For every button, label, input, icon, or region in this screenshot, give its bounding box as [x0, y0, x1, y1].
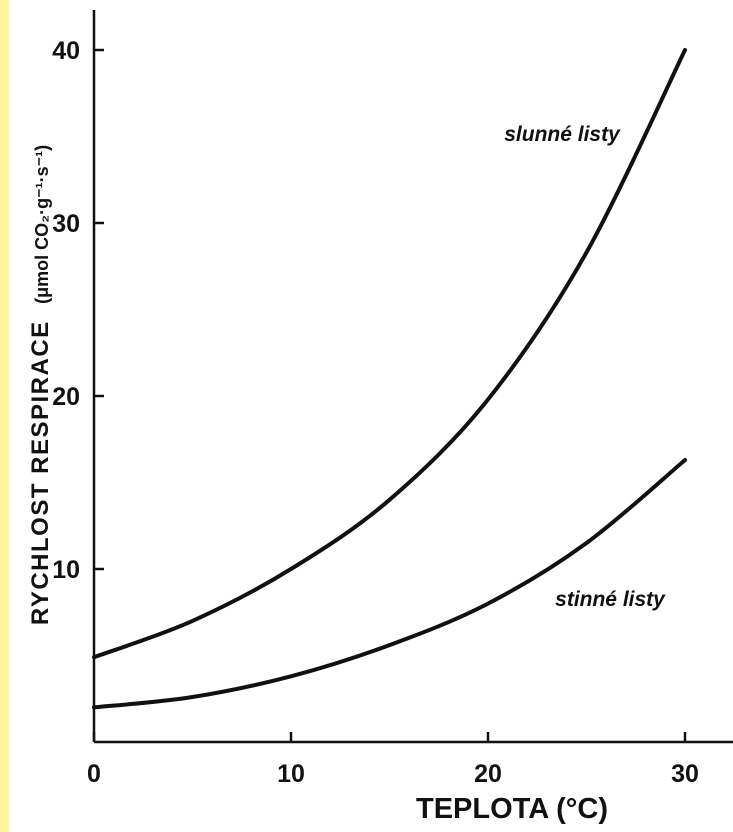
y-axis-title: RYCHLOST RESPIRACE (μmol CO₂·g⁻¹·s⁻¹)	[27, 145, 54, 625]
y-tick-label: 30	[52, 210, 80, 238]
x-tick-label: 0	[87, 760, 101, 788]
y-axis-title-main: RYCHLOST RESPIRACE	[27, 320, 54, 625]
x-axis-ticks: 0 10 20 30	[87, 732, 699, 788]
y-tick-label: 10	[52, 556, 80, 584]
x-tick-label: 30	[671, 760, 699, 788]
series-label-sun-leaves: slunné listy	[504, 123, 621, 146]
y-tick-label: 20	[52, 383, 80, 411]
x-tick-label: 20	[474, 760, 502, 788]
y-axis-ticks: 10 20 30 40	[52, 37, 104, 584]
y-axis-title-group: RYCHLOST RESPIRACE (μmol CO₂·g⁻¹·s⁻¹)	[27, 145, 54, 625]
series-lines	[92, 48, 687, 710]
series-label-shade-leaves: stinné listy	[555, 588, 666, 611]
series-labels: slunné listy stinné listy	[504, 123, 666, 611]
series-line-sun-leaves	[92, 48, 687, 660]
x-axis-title: TEPLOTA (°C)	[416, 793, 608, 825]
x-tick-label: 10	[277, 760, 305, 788]
series-line-shade-leaves	[92, 458, 687, 710]
y-tick-label: 40	[52, 37, 80, 65]
left-highlight-strip	[0, 0, 9, 832]
axes	[92, 10, 733, 744]
y-axis-title-unit: (μmol CO₂·g⁻¹·s⁻¹)	[32, 145, 52, 304]
